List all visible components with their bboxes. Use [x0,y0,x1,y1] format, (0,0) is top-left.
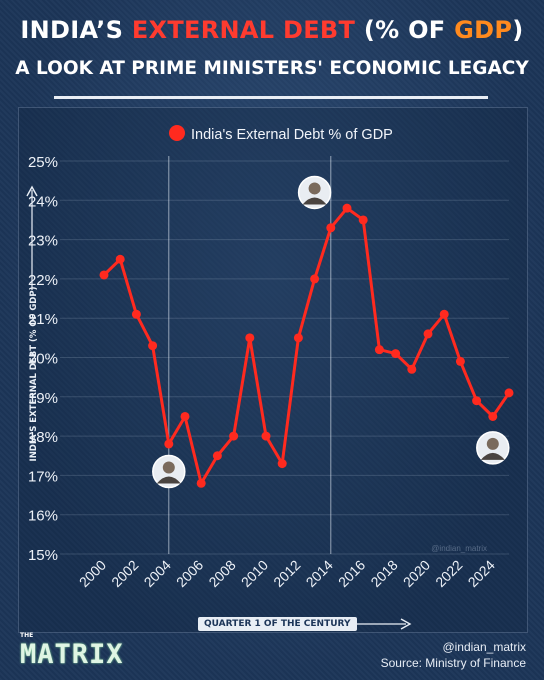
footer-handle: @indian_matrix [442,640,526,654]
legend-swatch [169,125,185,141]
portrait-vajpayee-icon-body [156,476,181,484]
data-point [212,451,222,461]
x-tick-label: 2006 [173,557,206,590]
y-tick-label: 16% [28,508,58,525]
portrait-modi-icon-head [486,437,499,450]
x-tick-label: 2020 [400,557,433,590]
x-tick-label: 2014 [303,557,336,590]
portrait-manmohan-icon-body [302,197,327,205]
x-axis-arrowhead [400,618,412,630]
y-tick-label: 18% [28,429,58,446]
x-tick-label: 2024 [465,557,498,590]
y-tick-label: 22% [28,272,58,289]
y-tick-label: 19% [28,390,58,407]
x-tick-label: 2000 [76,557,109,590]
portrait-modi-icon-body [480,452,505,460]
data-point [229,431,239,441]
y-tick-label: 23% [28,233,58,250]
data-point [326,223,336,233]
data-point [423,329,433,339]
matrix-logo: MATRIX [20,639,124,670]
y-axis-label: INDIA'S EXTERNAL DEBT (% OF GDP) [29,286,39,461]
data-point [277,459,287,469]
data-point [131,309,141,319]
legend-label: India's External Debt % of GDP [191,127,393,143]
x-tick-label: 2008 [205,557,238,590]
data-point [342,203,352,213]
data-point [245,333,255,343]
data-point [261,431,271,441]
data-point [293,333,303,343]
y-tick-label: 20% [28,351,58,368]
y-axis-arrowhead [26,185,38,197]
data-point [115,254,125,264]
data-point [196,478,206,488]
data-point [164,439,174,449]
x-tick-label: 2016 [335,557,368,590]
y-tick-label: 24% [28,193,58,210]
chart-title: INDIA’S EXTERNAL DEBT (% OF GDP) [20,16,524,44]
data-point [374,345,384,355]
x-tick-label: 2022 [432,557,465,590]
y-tick-label: 17% [28,468,58,485]
chart-panel [18,107,528,633]
portrait-vajpayee-icon-head [162,461,175,474]
x-tick-label: 2002 [108,557,141,590]
x-axis-label: QUARTER 1 OF THE CENTURY [198,617,357,631]
y-tick-label: 15% [28,547,58,564]
data-point [488,411,498,421]
data-point [180,411,190,421]
portrait-manmohan-icon-head [308,182,321,195]
x-tick-label: 2010 [238,557,271,590]
data-point [407,364,417,374]
data-point [358,215,368,225]
watermark: @indian_matrix [431,544,487,553]
x-tick-label: 2012 [270,557,303,590]
data-point [391,349,401,359]
data-point [455,356,465,366]
x-tick-label: 2018 [367,557,400,590]
data-point [99,270,109,280]
title-divider [54,96,488,99]
y-tick-label: 25% [28,154,58,171]
data-point [472,396,482,406]
data-point [504,388,514,398]
y-tick-label: 21% [28,311,58,328]
data-point [148,341,158,351]
data-point [439,309,449,319]
data-point [310,274,320,284]
chart-subtitle: A LOOK AT PRIME MINISTERS' ECONOMIC LEGA… [15,58,529,79]
x-tick-label: 2004 [141,557,174,590]
logo-the-text: THE [20,632,34,639]
footer-source: Source: Ministry of Finance [380,656,526,670]
